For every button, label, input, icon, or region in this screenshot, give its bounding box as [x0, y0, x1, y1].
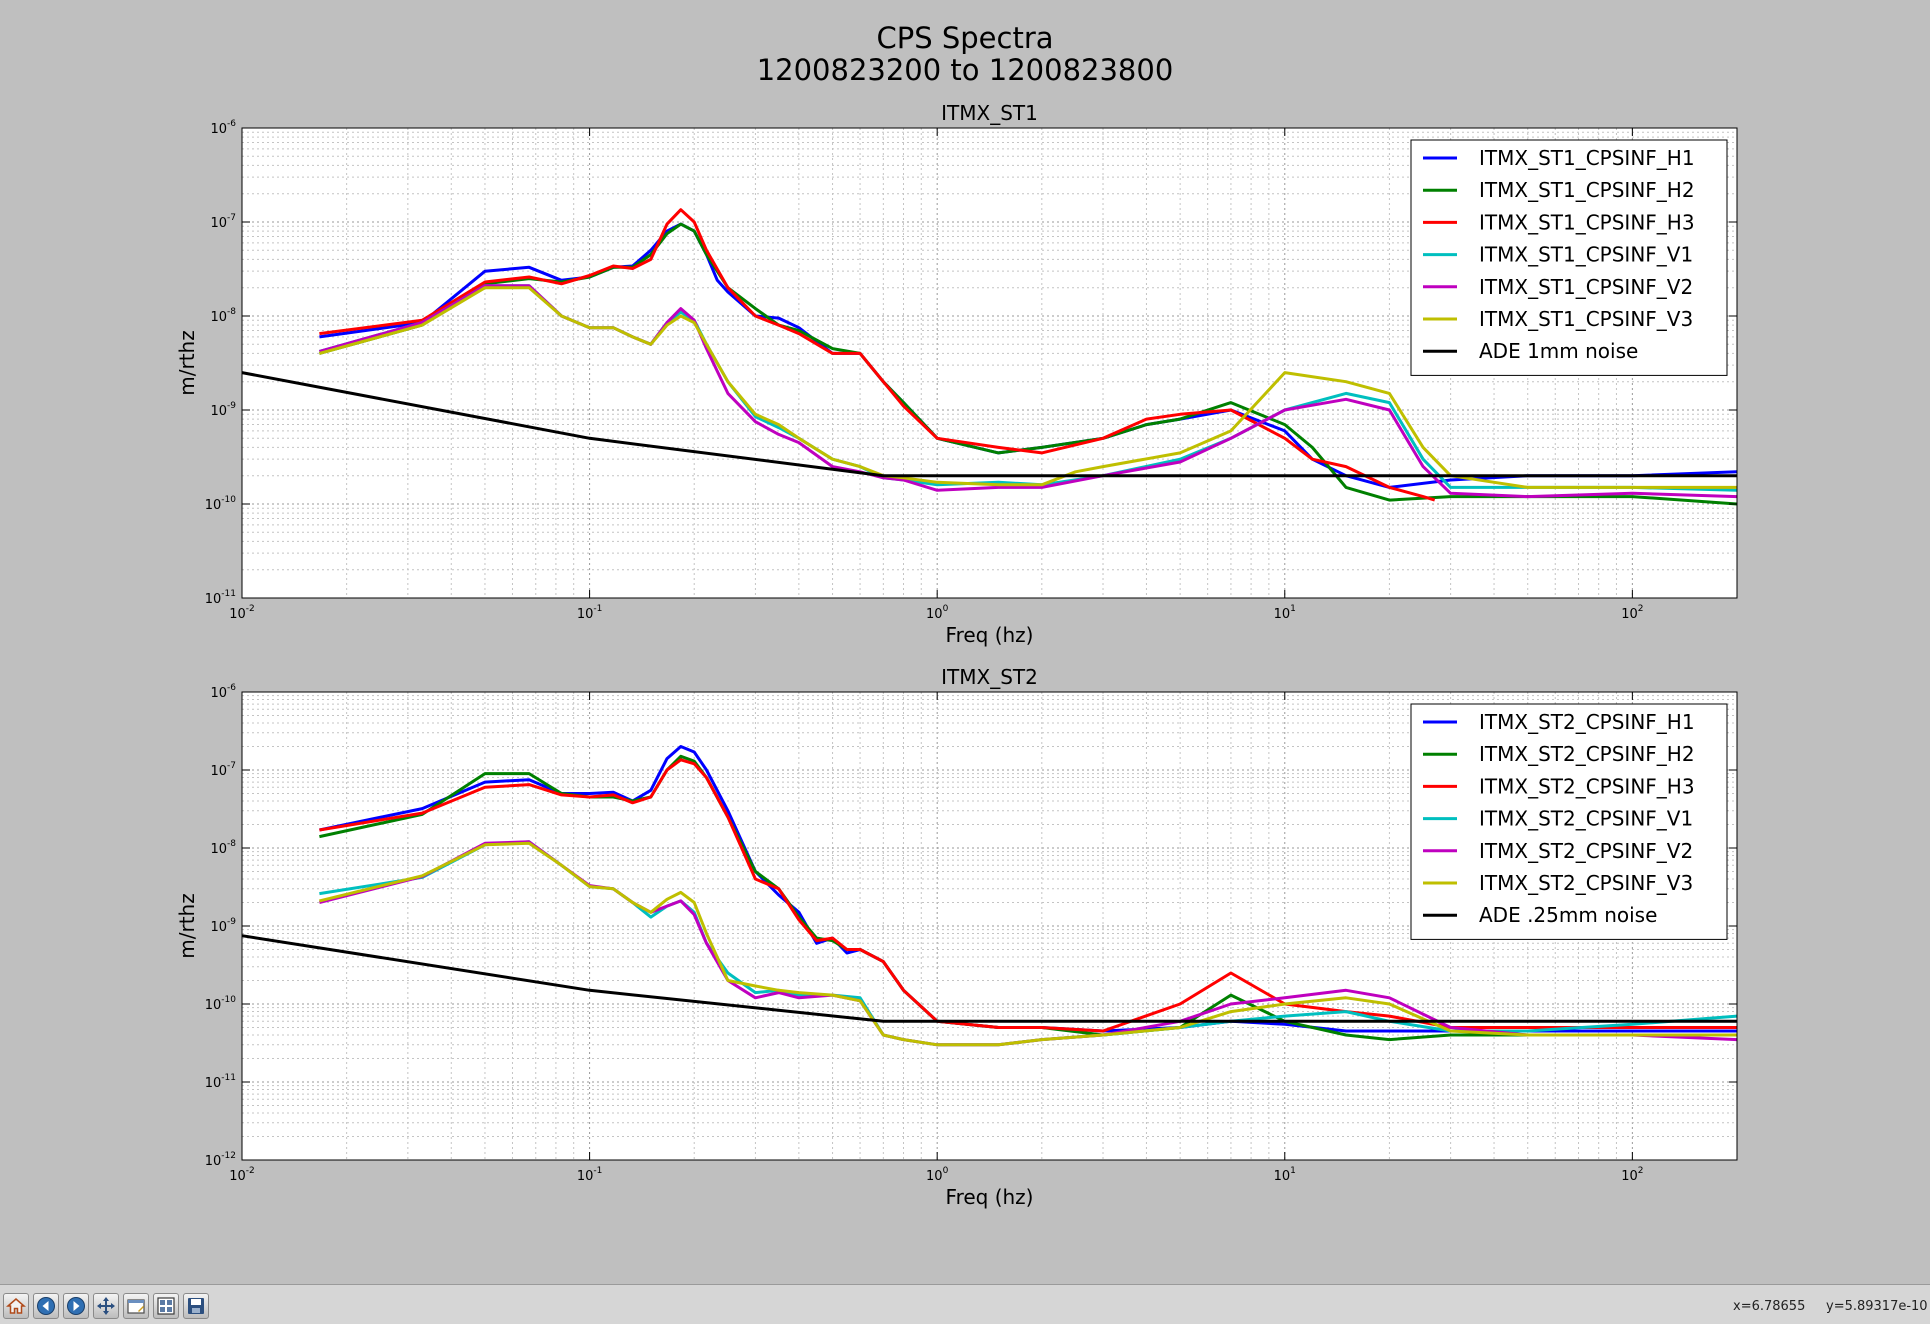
- pan-arrows-icon: [97, 1297, 115, 1315]
- legend-label-4: ITMX_ST1_CPSINF_V2: [1479, 275, 1693, 299]
- legend-box: [1410, 703, 1728, 940]
- series-group: [241, 745, 1738, 1047]
- cursor-x-readout: x=6.78655: [1733, 1299, 1806, 1314]
- series-line-5: [319, 841, 1737, 1047]
- x-tick-label: 10-1: [577, 604, 603, 622]
- y-axis-label: m/rthz: [175, 330, 199, 395]
- forward-button[interactable]: [63, 1293, 89, 1319]
- y-tick-label: 10-9: [210, 401, 236, 419]
- legend: ITMX_ST1_CPSINF_H1 ITMX_ST1_CPSINF_H2 ITMX…: [1410, 139, 1728, 376]
- y-tick-label: 10-11: [205, 1073, 236, 1091]
- series-line-6: [241, 934, 1737, 1023]
- x-tick-label: 10-2: [229, 1166, 255, 1184]
- legend-label-6: ADE .25mm noise: [1479, 903, 1657, 927]
- x-tick-label: 102: [1621, 1166, 1643, 1184]
- pan-button[interactable]: [93, 1293, 119, 1319]
- legend-label-3: ITMX_ST2_CPSINF_V1: [1479, 807, 1693, 831]
- zoom-rect-icon: [127, 1299, 145, 1314]
- legend-label-5: ITMX_ST1_CPSINF_V3: [1479, 307, 1693, 331]
- y-tick-label: 10-10: [205, 495, 237, 513]
- y-tick-label: 10-9: [210, 917, 236, 935]
- series-line-5: [319, 286, 1737, 489]
- figure-canvas: CPS Spectra 1200823200 to 1200823800 10-…: [175, 21, 1738, 1209]
- legend-label-1: ITMX_ST2_CPSINF_H2: [1479, 742, 1695, 766]
- arrow-right-icon: [67, 1297, 85, 1315]
- y-tick-label: 10-6: [210, 683, 236, 701]
- x-tick-label: 10-2: [229, 604, 255, 622]
- y-tick-label: 10-7: [210, 213, 236, 231]
- legend: ITMX_ST2_CPSINF_H1 ITMX_ST2_CPSINF_H2 ITMX…: [1410, 703, 1728, 940]
- legend-box: [1410, 139, 1728, 376]
- legend-label-6: ADE 1mm noise: [1479, 339, 1638, 363]
- x-tick-label: 101: [1274, 604, 1296, 622]
- navigation-toolbar: x=6.78655 y=5.89317e-10: [0, 1284, 1930, 1324]
- subplots-button[interactable]: [153, 1293, 179, 1319]
- x-axis-label: Freq (hz): [946, 623, 1034, 647]
- legend-label-4: ITMX_ST2_CPSINF_V2: [1479, 839, 1693, 863]
- legend-label-2: ITMX_ST1_CPSINF_H3: [1479, 210, 1695, 234]
- home-button[interactable]: [3, 1293, 29, 1319]
- arrow-left-icon: [37, 1297, 55, 1315]
- y-tick-label: 10-8: [210, 839, 236, 857]
- y-tick-label: 10-7: [210, 761, 236, 779]
- legend-label-3: ITMX_ST1_CPSINF_V1: [1479, 243, 1693, 267]
- save-button[interactable]: [183, 1293, 209, 1319]
- y-tick-label: 10-6: [210, 119, 236, 137]
- subplot-title: ITMX_ST2: [941, 665, 1038, 689]
- x-tick-label: 102: [1621, 604, 1643, 622]
- x-tick-label: 100: [926, 604, 949, 622]
- floppy-disk-icon: [188, 1298, 204, 1314]
- series-line-2: [319, 758, 1737, 1033]
- x-tick-label: 101: [1274, 1166, 1296, 1184]
- x-axis-label: Freq (hz): [946, 1185, 1034, 1209]
- suptitle-line2: 1200823200 to 1200823800: [757, 53, 1174, 87]
- legend-label-2: ITMX_ST2_CPSINF_H3: [1479, 774, 1695, 798]
- configure-subplots-icon: [157, 1297, 175, 1315]
- y-tick-label: 10-10: [205, 995, 237, 1013]
- home-icon: [6, 1298, 26, 1314]
- y-tick-label: 10-11: [205, 589, 236, 607]
- y-tick-label: 10-8: [210, 307, 236, 325]
- suptitle-line1: CPS Spectra: [876, 21, 1053, 55]
- series-line-6: [241, 371, 1737, 478]
- y-axis-label: m/rthz: [175, 893, 199, 958]
- axes-frame: [241, 127, 1738, 599]
- subplot-itmx-st1[interactable]: 10-2 10-1 100 101 102 10-11 10-10 10-9 10-8 10-7 1…: [175, 101, 1738, 647]
- legend-label-0: ITMX_ST1_CPSINF_H1: [1479, 146, 1695, 170]
- y-tick-label: 10-12: [205, 1151, 236, 1169]
- cursor-y-readout: y=5.89317e-10: [1826, 1299, 1928, 1314]
- subplot-title: ITMX_ST1: [941, 101, 1038, 125]
- x-tick-label: 10-1: [577, 1166, 603, 1184]
- legend-label-0: ITMX_ST2_CPSINF_H1: [1479, 710, 1695, 734]
- legend-label-1: ITMX_ST1_CPSINF_H2: [1479, 178, 1695, 202]
- legend-label-5: ITMX_ST2_CPSINF_V3: [1479, 871, 1693, 895]
- x-tick-label: 100: [926, 1166, 949, 1184]
- subplot-itmx-st2[interactable]: 10-2 10-1 100 101 102 10-12 10-11 10-10 10-9 10-8…: [175, 665, 1738, 1209]
- back-button[interactable]: [33, 1293, 59, 1319]
- series-group: [241, 208, 1738, 506]
- zoom-button[interactable]: [123, 1293, 149, 1319]
